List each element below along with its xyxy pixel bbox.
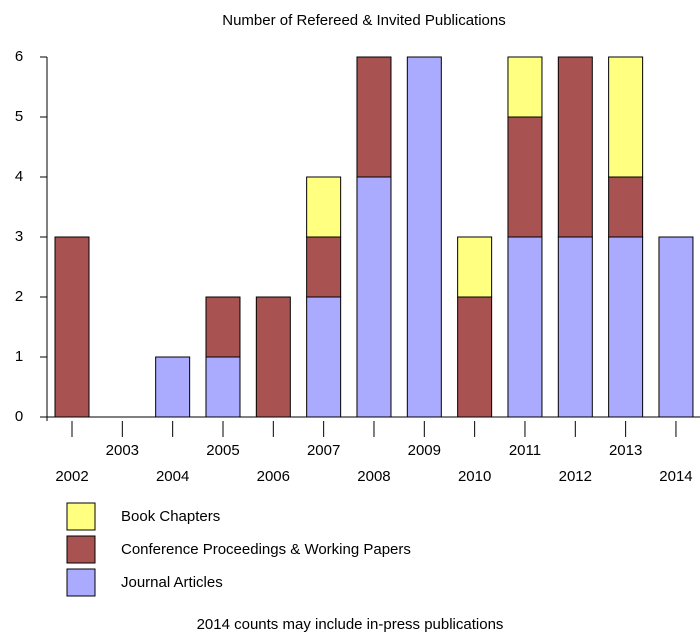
- bar-segment: [507, 236, 543, 418]
- legend-label: Conference Proceedings & Working Papers: [121, 541, 411, 558]
- y-tick-label: 2: [15, 288, 23, 305]
- bar-segment: [306, 236, 342, 298]
- x-tick-label: 2013: [609, 442, 642, 459]
- y-tick-label: 3: [15, 228, 23, 245]
- y-tick-label: 1: [15, 348, 23, 365]
- legend-label: Book Chapters: [121, 508, 220, 525]
- bar-segment: [557, 56, 593, 238]
- x-tick-label: 2003: [106, 442, 139, 459]
- bar-segment: [507, 116, 543, 238]
- x-tick-label: 2010: [458, 468, 491, 485]
- bar-segment: [306, 296, 342, 418]
- legend-swatch: [66, 568, 96, 597]
- y-tick-label: 4: [15, 168, 23, 185]
- legend-swatch: [66, 535, 96, 564]
- x-tick-label: 2011: [509, 442, 541, 459]
- y-tick-label: 0: [15, 408, 23, 425]
- legend-label: Journal Articles: [121, 574, 223, 591]
- x-tick-label: 2012: [559, 468, 592, 485]
- bar-segment: [457, 296, 493, 418]
- bar-segment: [205, 296, 241, 358]
- bar-segment: [255, 296, 291, 418]
- bar-segment: [205, 356, 241, 418]
- bar-segment: [608, 176, 644, 238]
- y-tick-label: 6: [15, 48, 23, 65]
- bar-segment: [608, 236, 644, 418]
- bar-segment: [608, 56, 644, 178]
- chart-title: Number of Refereed & Invited Publication…: [222, 12, 505, 29]
- bar-segment: [54, 236, 90, 418]
- x-tick-label: 2005: [206, 442, 239, 459]
- x-tick-label: 2007: [307, 442, 340, 459]
- bar-segment: [507, 56, 543, 118]
- x-tick-label: 2009: [408, 442, 441, 459]
- x-tick-label: 2004: [156, 468, 189, 485]
- legend-swatch: [66, 502, 96, 531]
- bar-segment: [457, 236, 493, 298]
- bar-segment: [155, 356, 191, 418]
- footnote: 2014 counts may include in-press publica…: [197, 616, 504, 633]
- bar-segment: [406, 56, 442, 418]
- bar-segment: [658, 236, 694, 418]
- bar-segment: [306, 176, 342, 238]
- y-tick-label: 5: [15, 108, 23, 125]
- bar-segment: [356, 56, 392, 178]
- x-tick-label: 2008: [357, 468, 390, 485]
- bar-segment: [356, 176, 392, 418]
- x-tick-label: 2014: [659, 468, 692, 485]
- x-tick-label: 2002: [55, 468, 88, 485]
- x-tick-label: 2006: [257, 468, 290, 485]
- bar-segment: [557, 236, 593, 418]
